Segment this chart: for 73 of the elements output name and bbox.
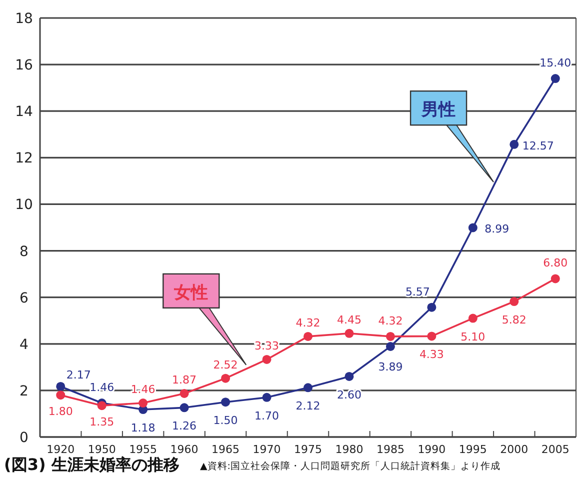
y-tick-label: 12 <box>15 150 33 167</box>
point <box>510 140 519 149</box>
x-tick-label: 1995 <box>458 443 487 456</box>
data-label: 8.99 <box>484 222 510 236</box>
point <box>386 332 395 341</box>
data-label: 12.57 <box>522 139 554 152</box>
point <box>550 74 560 84</box>
point <box>304 383 312 392</box>
data-label: 6.80 <box>543 256 568 270</box>
data-label: 1.87 <box>172 373 197 386</box>
point <box>221 374 230 383</box>
data-label: 4.32 <box>296 316 320 330</box>
text: 女性 <box>173 282 208 303</box>
x-tick-label: 1970 <box>252 443 281 456</box>
data-label: 5.82 <box>502 314 526 327</box>
x-tick-label: 2000 <box>500 443 528 456</box>
x-tick-label: 1960 <box>170 443 198 456</box>
y-tick-label: 18 <box>15 11 33 27</box>
point <box>468 223 478 232</box>
y-tick-label: 8 <box>20 244 28 260</box>
text: 男性 <box>420 100 456 120</box>
data-label: 2.12 <box>296 400 320 413</box>
data-label: 1.50 <box>213 414 238 428</box>
data-label: 4.45 <box>336 313 362 326</box>
point <box>304 332 312 341</box>
point <box>344 372 354 381</box>
data-label: 2.17 <box>66 368 91 382</box>
point <box>180 403 189 412</box>
data-label: 1.26 <box>172 420 197 433</box>
point <box>138 398 148 408</box>
data-label: 4.32 <box>378 314 403 328</box>
data-label: 1.80 <box>48 405 73 418</box>
x-tick-label: 2005 <box>541 443 570 456</box>
x-tick-label: 1975 <box>294 443 322 456</box>
y-tick-label: 14 <box>15 104 33 120</box>
y-tick-label: 6 <box>20 290 29 306</box>
data-label: 2.52 <box>213 358 238 372</box>
point <box>180 388 189 398</box>
data-label: 5.57 <box>405 285 430 298</box>
x-tick-label: 1950 <box>88 443 116 456</box>
point <box>97 401 106 410</box>
data-label: 1.35 <box>90 416 114 429</box>
point <box>427 302 436 312</box>
x-tick-label: 1985 <box>376 443 404 456</box>
point <box>510 297 519 306</box>
data-label: 1.18 <box>130 422 156 435</box>
data-label: 3.89 <box>378 360 403 374</box>
point <box>56 390 66 400</box>
x-tick-label: 1990 <box>418 443 446 456</box>
data-label: 5.10 <box>460 330 486 344</box>
point <box>427 332 436 341</box>
text: ▲資料:国立社会保障・人口問題研究所「人口統計資料集」より作成 <box>200 460 501 472</box>
data-label: 4.33 <box>419 348 444 362</box>
point <box>262 392 272 402</box>
x-tick-label: 1965 <box>212 443 240 456</box>
y-tick-label: 4 <box>20 336 29 353</box>
point <box>344 328 354 338</box>
y-tick-label: 10 <box>15 197 33 214</box>
data-label: 1.70 <box>254 409 280 422</box>
point <box>221 398 230 407</box>
x-tick-label: 1955 <box>129 443 158 456</box>
y-tick-label: 16 <box>15 58 33 74</box>
point <box>468 314 478 323</box>
y-tick-label: 2 <box>20 383 28 400</box>
data-label: 2.60 <box>336 388 362 402</box>
x-tick-label: 1920 <box>46 443 75 456</box>
y-tick-label: 0 <box>20 430 28 446</box>
point <box>386 342 395 351</box>
point <box>262 354 272 364</box>
text: (図3) 生涯未婚率の推移 <box>4 455 180 474</box>
x-tick-label: 1980 <box>335 443 364 456</box>
point <box>550 274 560 284</box>
point <box>56 382 66 391</box>
